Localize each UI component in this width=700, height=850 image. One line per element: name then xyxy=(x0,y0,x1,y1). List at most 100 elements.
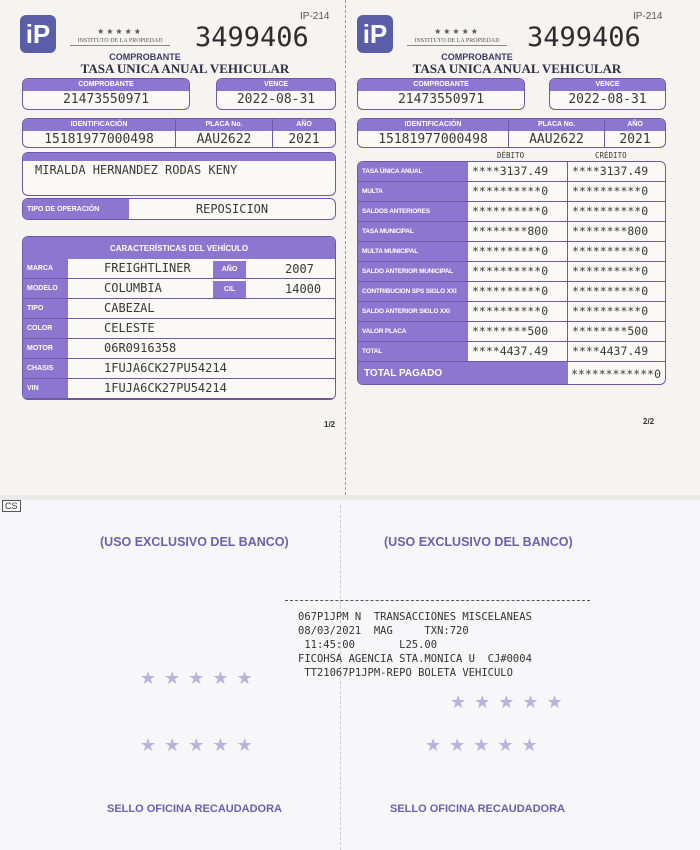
charge-debito: **********0 xyxy=(468,262,568,281)
receipt-copy-2: iP ★★★★★ INSTITUTO DE LA PROPIEDAD IP-21… xyxy=(337,0,682,495)
charge-credito: **********0 xyxy=(572,304,649,318)
charge-debito: ****4437.49 xyxy=(468,342,568,361)
charge-label: TASA MUNICIPAL xyxy=(358,222,468,241)
tipo-value: REPOSICION xyxy=(195,202,269,216)
vence-value: 2022-08-31 xyxy=(568,92,647,107)
ident-value: 15181977000498 xyxy=(44,132,154,147)
institution-mark: ★★★★★ INSTITUTO DE LA PROPIEDAD xyxy=(407,27,507,46)
charge-row: TOTAL ****4437.49 ****4437.49 xyxy=(358,342,665,362)
vehicle-value: 06R0916358 xyxy=(104,341,177,355)
total-pagado-label: TOTAL PAGADO xyxy=(358,362,568,384)
charge-credito: **********0 xyxy=(572,204,649,218)
charge-row: SALDOS ANTERIORES **********0 **********0 xyxy=(358,202,665,222)
charge-row: TASA ÚNICA ANUAL ****3137.49 ****3137.49 xyxy=(358,162,665,182)
title: TASA UNICA ANUAL VEHICULAR xyxy=(412,61,622,76)
vehicle-row: MARCA FREIGHTLINER xyxy=(23,259,335,279)
stars-icon: ★★★★★ xyxy=(140,668,261,688)
charge-row: MULTA MUNICIPAL **********0 **********0 xyxy=(358,242,665,262)
serial-number: 3499406 xyxy=(527,22,641,53)
charge-row: MULTA **********0 **********0 xyxy=(358,182,665,202)
charges-table: TASA ÚNICA ANUAL ****3137.49 ****3137.49 MU… xyxy=(357,161,666,385)
charge-label: CONTRIBUCION SPS SIGLO XXI xyxy=(358,282,468,301)
vehicle-row: COLOR CELESTE xyxy=(23,319,335,339)
charge-label: VALOR PLACA xyxy=(358,322,468,341)
ident-box: IDENTIFICACIÓN 15181977000498 PLACA No. AA… xyxy=(357,118,666,148)
charge-debito: **********0 xyxy=(468,282,568,301)
perforation xyxy=(340,505,341,850)
print-line: 11:45:00 L25.00 xyxy=(298,639,438,651)
charge-credito: **********0 xyxy=(572,184,649,198)
vence-box: VENCE 2022-08-31 xyxy=(549,78,666,110)
charge-label: MULTA MUNICIPAL xyxy=(358,242,468,261)
comprobante-box: COMPROBANTE 21473550971 xyxy=(22,78,190,110)
stars-icon: ★★★★★ xyxy=(450,692,571,712)
stamp-label-left: SELLO OFICINA RECAUDADORA xyxy=(107,803,282,815)
receipt-copy-1: iP ★★★★★ INSTITUTO DE LA PROPIEDAD IP-21… xyxy=(0,0,345,495)
comprobante-value: 21473550971 xyxy=(397,92,485,107)
placa-label: PLACA No. xyxy=(509,119,604,131)
print-line: 08/03/2021 MAG TXN:720 xyxy=(298,625,469,637)
vehicle-value: COLUMBIA xyxy=(104,281,162,295)
vehicle-label: MODELO xyxy=(23,279,68,298)
charge-debito: **********0 xyxy=(468,182,568,201)
ident-value: 15181977000498 xyxy=(378,132,488,147)
debito-label: DÉBITO xyxy=(497,151,525,160)
charge-credito: ********500 xyxy=(572,324,649,338)
vehicle-row: TIPO CABEZAL xyxy=(23,299,335,319)
charge-debito: **********0 xyxy=(468,242,568,261)
charge-debito: ****3137.49 xyxy=(468,162,568,181)
page-number: 2/2 xyxy=(643,417,655,426)
stars-icon: ★★★★★ xyxy=(425,735,546,755)
stars-icon: ★★★★★ xyxy=(97,27,143,36)
page-number: 1/2 xyxy=(324,420,336,429)
bank-exclusive-left: (USO EXCLUSIVO DEL BANCO) xyxy=(100,535,289,549)
credito-label: CRÉDITO xyxy=(595,151,627,160)
stamp-label-right: SELLO OFICINA RECAUDADORA xyxy=(390,803,565,815)
charge-label: SALDO ANTERIOR SIGLO XXI xyxy=(358,302,468,321)
ident-box: IDENTIFICACIÓN 15181977000498 PLACA No. AA… xyxy=(22,118,336,148)
charge-debito: ********500 xyxy=(468,322,568,341)
ip-logo: iP xyxy=(357,15,393,53)
vehicle-row: MODELO COLUMBIA xyxy=(23,279,335,299)
placa-label: PLACA No. xyxy=(176,119,272,131)
vehicle-value: FREIGHTLINER xyxy=(104,261,191,275)
institution-name: INSTITUTO DE LA PROPIEDAD xyxy=(70,37,170,46)
stars-icon: ★★★★★ xyxy=(434,27,480,36)
charge-label: TASA ÚNICA ANUAL xyxy=(358,162,468,181)
ident-label: IDENTIFICACIÓN xyxy=(358,119,508,131)
vehicle-value: 1FUJA6CK27PU54214 xyxy=(104,381,227,395)
charge-credito: **********0 xyxy=(572,284,649,298)
charge-debito: **********0 xyxy=(468,202,568,221)
vehicle-label: VIN xyxy=(23,379,68,398)
institution-name: INSTITUTO DE LA PROPIEDAD xyxy=(407,37,507,46)
charge-row: VALOR PLACA ********500 ********500 xyxy=(358,322,665,342)
institution-mark: ★★★★★ INSTITUTO DE LA PROPIEDAD xyxy=(70,27,170,46)
title: TASA UNICA ANUAL VEHICULAR xyxy=(80,61,290,76)
charge-label: TOTAL xyxy=(358,342,468,361)
form-code: IP-214 xyxy=(300,11,330,22)
charge-debito: **********0 xyxy=(468,302,568,321)
charge-row: SALDO ANTERIOR MUNICIPAL **********0 *****… xyxy=(358,262,665,282)
charge-credito: ****3137.49 xyxy=(572,164,649,178)
vence-box: VENCE 2022-08-31 xyxy=(216,78,336,110)
comprobante-label: COMPROBANTE xyxy=(23,79,189,91)
charge-credito: ********800 xyxy=(572,224,649,238)
print-line: TT21067P1JPM-REPO BOLETA VEHICULO xyxy=(298,667,513,679)
cil-value: 14000 xyxy=(285,282,322,296)
stars-icon: ★★★★★ xyxy=(140,735,261,755)
caption: COMPROBANTE xyxy=(441,52,513,62)
vehicle-row: MOTOR 06R0916358 xyxy=(23,339,335,359)
anio-label: AÑO xyxy=(273,119,335,131)
comprobante-box: COMPROBANTE 21473550971 xyxy=(357,78,525,110)
vehicle-value: 1FUJA6CK27PU54214 xyxy=(104,361,227,375)
veh-anio-value: 2007 xyxy=(285,262,314,276)
bank-exclusive-right: (USO EXCLUSIVO DEL BANCO) xyxy=(384,535,573,549)
total-pagado-value: ************0 xyxy=(571,367,662,381)
form-code: IP-214 xyxy=(633,11,663,22)
anio-label: AÑO xyxy=(605,119,665,131)
comprobante-value: 21473550971 xyxy=(62,92,150,107)
vehicle-label: MARCA xyxy=(23,259,68,278)
vehicle-value: CABEZAL xyxy=(104,301,155,315)
bank-validation-print: 067P1JPM N TRANSACCIONES MISCELANEAS 08/0… xyxy=(298,610,532,680)
vence-label: VENCE xyxy=(217,79,335,91)
